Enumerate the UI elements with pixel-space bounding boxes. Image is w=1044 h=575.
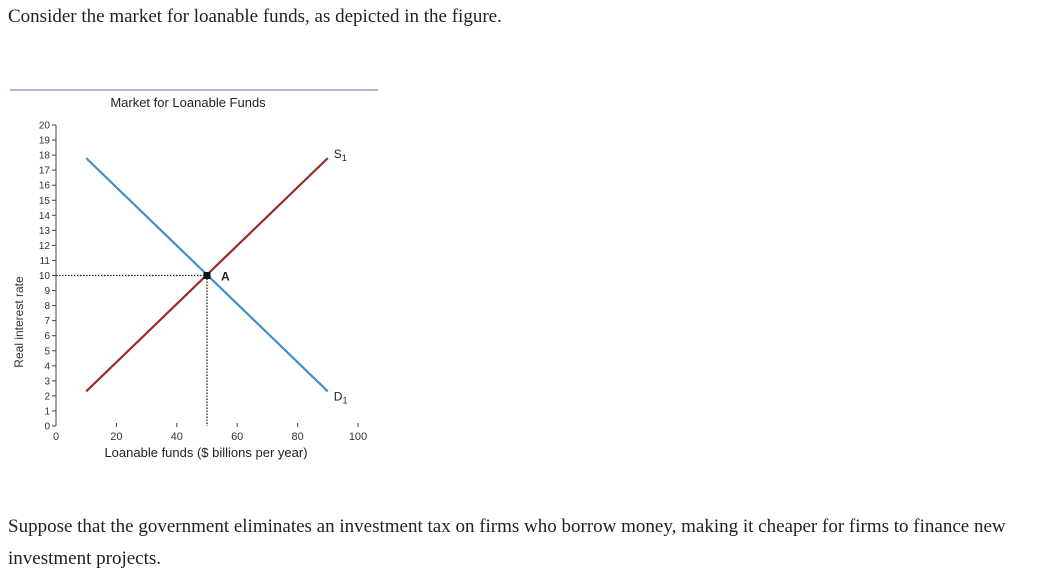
y-tick-label: 2 [44,391,50,402]
x-tick-label: 40 [171,431,183,443]
loanable-funds-chart: Market for Loanable Funds Real interest … [0,80,400,470]
x-tick-label: 20 [110,431,122,443]
y-tick-label: 4 [44,361,50,372]
question-followup: Suppose that the government eliminates a… [8,516,1006,569]
x-tick-label: 80 [291,431,303,443]
y-tick-label: 8 [44,301,50,312]
chart-title: Market for Loanable Funds [110,95,266,110]
series-lines [85,157,329,393]
y-tick-label: 7 [44,316,50,327]
y-axis-label: Real interest rate [12,276,26,368]
y-tick-label: 5 [44,346,50,357]
y-tick-label: 6 [44,331,50,342]
x-tick-label: 100 [349,431,367,443]
y-tick-label: 16 [39,181,51,192]
y-tick-label: 14 [39,211,51,222]
y-tick-label: 20 [39,121,51,132]
y-tick-label: 9 [44,286,50,297]
equilibrium-point [203,272,211,279]
x-axis-label: Loanable funds ($ billions per year) [104,445,307,460]
y-tick-label: 10 [39,271,51,282]
y-tick-label: 11 [40,256,51,267]
x-tick-label: 0 [53,431,59,443]
equilibrium-label: A [221,270,230,284]
chart-svg: Market for Loanable Funds Real interest … [10,89,378,460]
y-tick-label: 13 [39,226,51,237]
y-tick-label: 15 [39,196,51,207]
x-tick-label: 60 [231,431,243,443]
y-tick-label: 12 [39,241,51,252]
y-tick-label: 17 [39,166,51,177]
y-tick-label: 3 [44,376,50,387]
y-tick-label: 0 [44,422,50,433]
y-tick-label: 18 [39,151,51,162]
y-tick-label: 1 [44,406,50,417]
y-tick-label: 19 [39,136,51,147]
question-intro: Consider the market for loanable funds, … [8,6,502,27]
series-label-s: S1 [334,147,347,163]
series-labels: S1 D1 A [221,147,347,405]
equilibrium-guides [56,274,208,426]
series-label-d: D1 [334,389,348,405]
